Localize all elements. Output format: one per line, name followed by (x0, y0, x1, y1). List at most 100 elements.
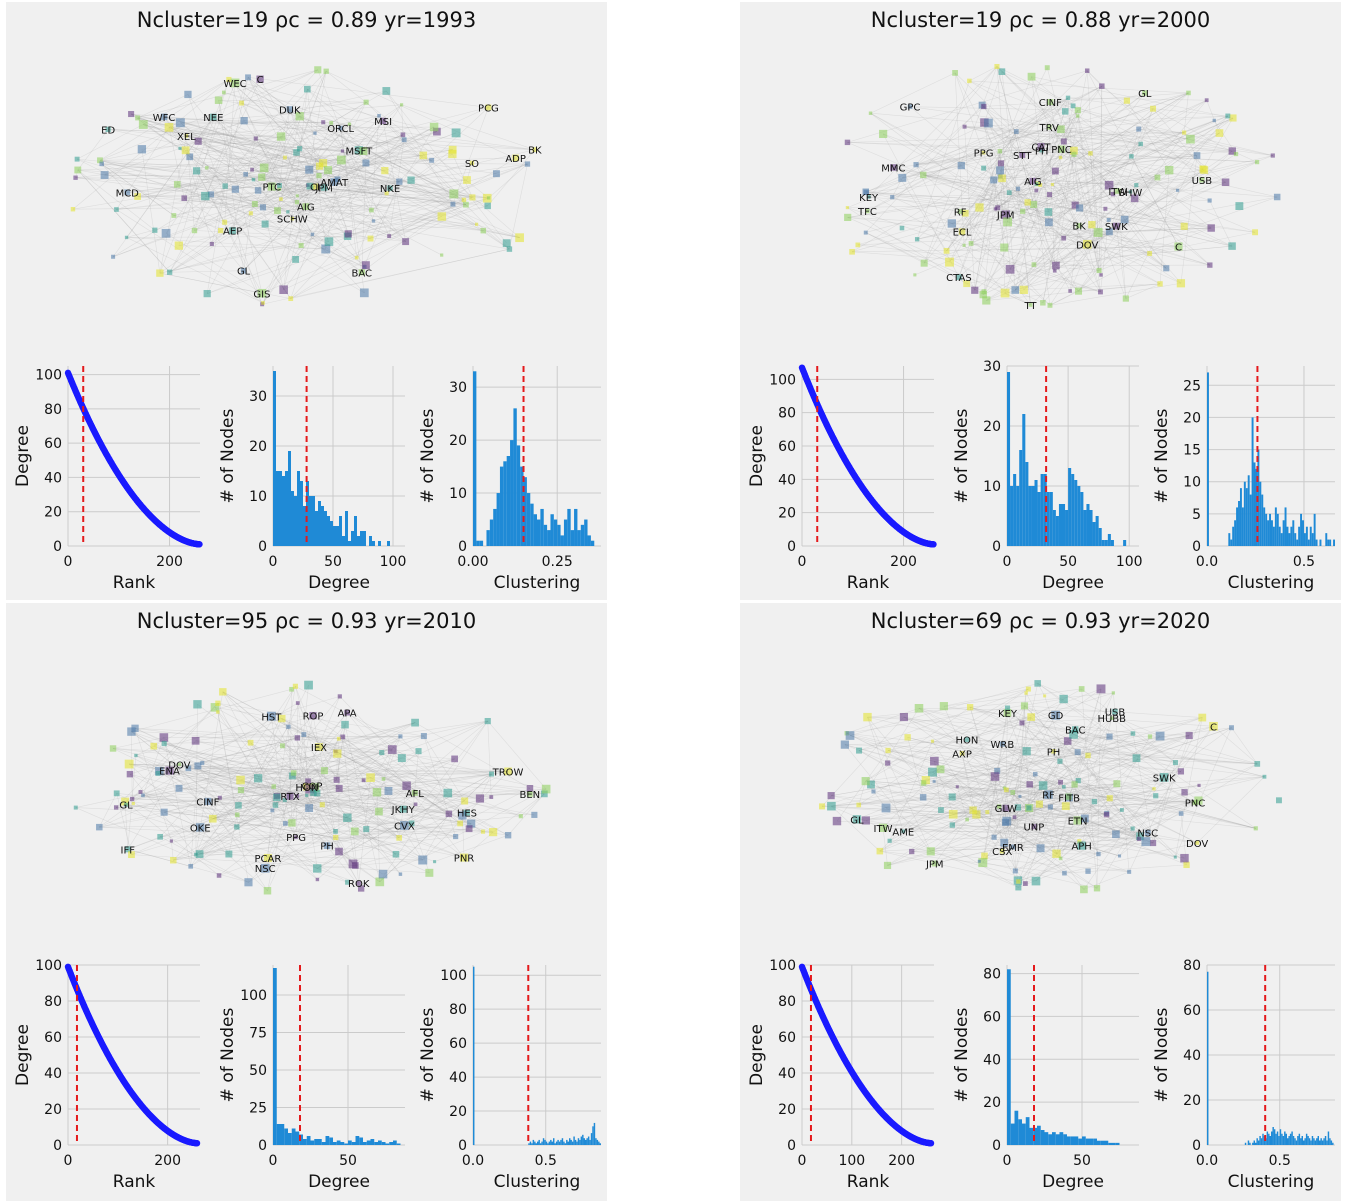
network-nodes (844, 63, 1281, 308)
histogram-bar (1308, 1138, 1311, 1145)
network-node (323, 68, 329, 74)
histogram-bar (493, 508, 497, 546)
network-node (191, 227, 198, 234)
network-edge (386, 90, 507, 244)
network-edge (99, 159, 406, 242)
network-edge (199, 828, 470, 855)
network-node (309, 711, 317, 720)
network-edge (1017, 188, 1023, 212)
x-tick-label: 200 (156, 554, 183, 570)
network-edge (1209, 200, 1233, 247)
network-node (396, 835, 402, 841)
network-node (1130, 826, 1135, 831)
network-node (185, 765, 192, 772)
network-edge (356, 139, 405, 258)
network-node (945, 257, 954, 267)
y-tick-label: 30 (249, 389, 267, 405)
network-node (876, 847, 884, 855)
network-edge (1016, 131, 1185, 133)
network-edge (492, 793, 545, 833)
network-edge (1086, 244, 1101, 293)
histogram-bar (1304, 1138, 1306, 1145)
network-node (216, 710, 220, 714)
network-edge (1060, 781, 1196, 803)
network-node (411, 718, 419, 727)
network-edge (131, 703, 219, 800)
network-node (1180, 853, 1189, 863)
network-edge (1074, 784, 1117, 835)
network-node (244, 878, 253, 887)
network-edge (1046, 67, 1100, 271)
network-edge (1060, 157, 1178, 191)
network-node (840, 740, 850, 749)
network-node (381, 777, 386, 781)
network-node (451, 128, 461, 138)
network-edge (324, 770, 364, 781)
network-edge (452, 153, 473, 198)
network-node (124, 235, 129, 240)
network-node (844, 139, 851, 146)
network-node (138, 120, 148, 129)
histogram-bar (1279, 1129, 1282, 1145)
network-edge (243, 187, 325, 271)
network-labels: AXPGLUSBWRBBACKEYRFGDITWGLWFITBDOVPHNSCJ… (850, 708, 1217, 871)
network-edge (930, 819, 968, 852)
network-edge (75, 751, 336, 808)
network-edge (131, 770, 170, 800)
network-edge (1061, 148, 1233, 152)
network-node (230, 78, 240, 88)
network-edge (195, 797, 221, 855)
network-edge (903, 716, 1176, 763)
network-node (109, 745, 117, 752)
histogram-bar (1025, 462, 1029, 546)
network-edge (952, 796, 1176, 858)
histogram-bar (566, 1139, 568, 1145)
network-edge (132, 798, 404, 810)
panel-2000: Ncluster=19 ρc = 0.88 yr=2000 C JPM CINF MM… (740, 2, 1341, 600)
y-tick-label: 100 (240, 988, 267, 1004)
network-edge (982, 708, 1008, 863)
network-edge (1036, 169, 1205, 191)
network-node (1084, 68, 1090, 73)
network-edge (970, 115, 1078, 244)
network-edge (131, 113, 535, 150)
network-node (209, 241, 214, 247)
network-edge (1138, 92, 1189, 130)
network-edge (1059, 761, 1148, 833)
network-node (502, 239, 511, 248)
network-node (994, 767, 1001, 774)
histogram-bar (1330, 1140, 1333, 1145)
x-tick-label: 0 (269, 554, 278, 570)
network-edge (234, 82, 465, 201)
network-edge (159, 272, 262, 294)
histogram-bar (1010, 486, 1014, 546)
network-edge (952, 824, 1116, 835)
histogram-bar (1253, 1140, 1255, 1145)
network-edge (179, 148, 302, 246)
network-edge (160, 771, 509, 838)
network-edge (983, 101, 1051, 169)
network-edge (1015, 785, 1044, 872)
network-edge (1000, 163, 1035, 265)
network-edge (159, 716, 272, 838)
rank-series (64, 369, 203, 548)
network-edge (1108, 155, 1273, 221)
network-edge (831, 735, 1190, 796)
x-tick-label: 100 (380, 554, 407, 570)
network-edge (285, 791, 378, 824)
network-edge (915, 164, 976, 291)
network-edge (1175, 727, 1232, 858)
network-edge (1112, 155, 1273, 195)
network-node (921, 776, 930, 785)
network-edge (210, 194, 372, 211)
network-node (962, 243, 966, 247)
network-node (977, 859, 981, 863)
network-node (1229, 114, 1237, 122)
network-edge (179, 764, 291, 797)
network-node (165, 766, 174, 775)
histogram-bar (1249, 494, 1252, 546)
network-node (1026, 805, 1032, 811)
network-edge (280, 136, 307, 207)
histogram-bar (1098, 528, 1102, 546)
network-edge (1031, 76, 1212, 229)
